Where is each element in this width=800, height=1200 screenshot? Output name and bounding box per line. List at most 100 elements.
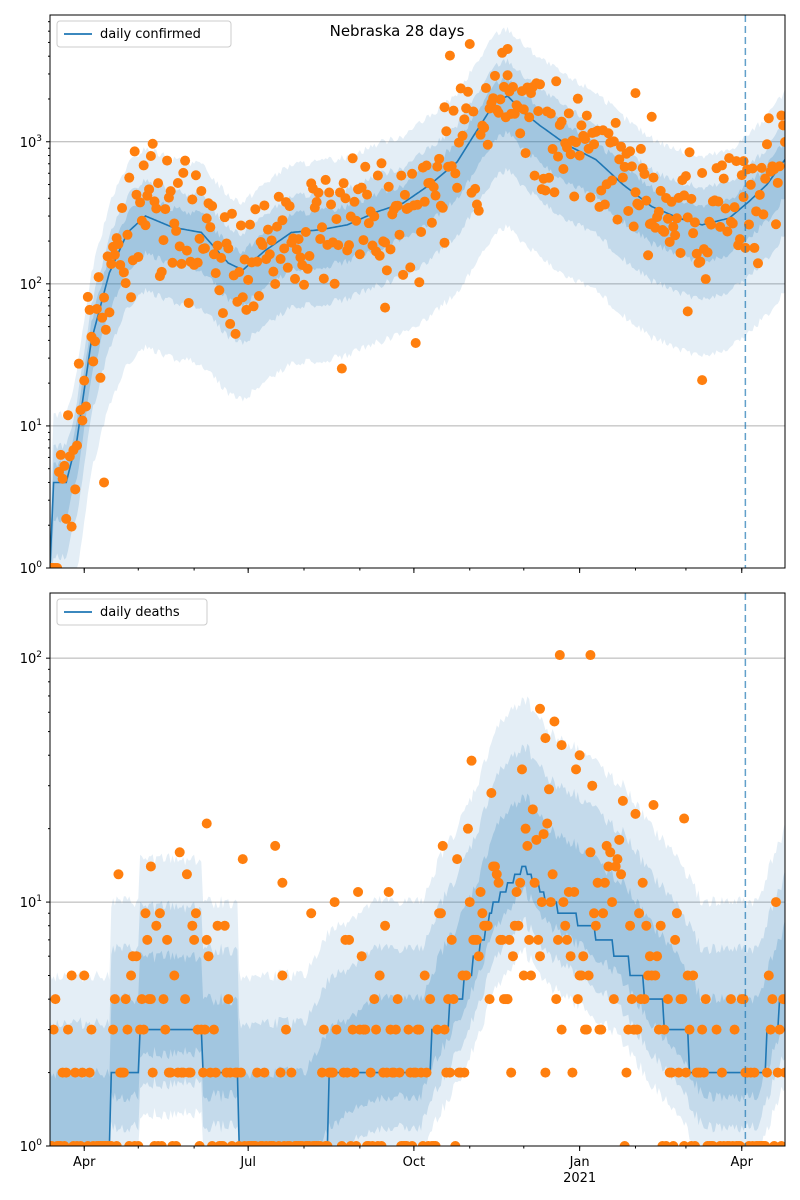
data-point (140, 908, 151, 919)
data-point (538, 829, 549, 840)
data-point (50, 1024, 59, 1035)
data-point (430, 190, 441, 201)
data-point (181, 245, 192, 256)
data-point (475, 886, 486, 897)
forecast-band (50, 76, 785, 568)
data-point (90, 336, 101, 347)
data-point (336, 1141, 347, 1146)
data-point (210, 268, 221, 279)
data-point (248, 301, 259, 312)
data-point (576, 970, 587, 981)
data-point (358, 235, 369, 246)
x-tick-label: Jan (569, 1155, 590, 1170)
data-point (99, 477, 110, 488)
data-point (722, 226, 733, 237)
data-point (668, 1141, 679, 1146)
data-point (626, 161, 637, 172)
data-point (535, 951, 545, 962)
data-point (250, 204, 261, 215)
data-point (630, 808, 641, 819)
data-point (171, 225, 182, 236)
data-point (578, 951, 589, 962)
data-point (432, 161, 443, 172)
data-point (77, 1067, 88, 1078)
data-point (628, 221, 639, 232)
data-point (763, 970, 774, 981)
data-point (118, 267, 129, 278)
data-point (145, 861, 156, 872)
data-point (79, 375, 90, 386)
data-point (612, 854, 623, 865)
data-point (662, 994, 673, 1005)
data-point (362, 189, 373, 200)
data-point (88, 356, 99, 367)
data-point (738, 156, 749, 167)
data-point (695, 256, 706, 267)
data-point (277, 877, 288, 888)
data-point (360, 1024, 371, 1035)
data-point (518, 970, 529, 981)
data-point (126, 292, 137, 303)
data-point (540, 1067, 551, 1078)
data-point (525, 970, 536, 981)
x-year-label: 2021 (563, 1171, 596, 1186)
legend: daily deaths (56, 598, 208, 626)
data-point (324, 187, 335, 198)
data-point (414, 277, 425, 288)
data-point (171, 1141, 182, 1146)
data-point (351, 215, 362, 226)
data-point (738, 192, 749, 203)
data-point (680, 1067, 691, 1078)
data-point (194, 1141, 205, 1146)
data-point (603, 128, 614, 139)
data-point (165, 1067, 176, 1078)
data-point (340, 193, 351, 204)
data-point (421, 1067, 432, 1078)
data-point (583, 970, 594, 981)
data-point (585, 192, 596, 203)
data-point (497, 934, 508, 945)
data-point (480, 83, 491, 94)
data-point (468, 106, 479, 117)
data-point (549, 187, 560, 198)
data-point (641, 195, 652, 206)
data-point (50, 994, 61, 1005)
data-point (154, 908, 165, 919)
data-point (679, 813, 690, 824)
data-point (706, 219, 717, 230)
data-point (439, 1024, 450, 1035)
data-point (425, 994, 436, 1005)
data-point (491, 869, 502, 880)
data-point (569, 886, 580, 897)
data-point (329, 897, 340, 908)
data-point (136, 994, 147, 1005)
data-point (439, 102, 450, 113)
data-point (97, 312, 108, 323)
data-point (682, 306, 693, 317)
data-point (504, 934, 515, 945)
data-point (120, 278, 131, 289)
data-point (81, 401, 92, 412)
data-point (489, 70, 500, 81)
data-point (574, 150, 585, 161)
data-point (560, 920, 571, 931)
data-point (599, 199, 610, 210)
data-point (374, 970, 385, 981)
forecast-band (50, 26, 785, 568)
data-point (407, 168, 418, 179)
data-point (270, 279, 281, 290)
data-point (61, 513, 72, 524)
data-point (333, 240, 344, 251)
data-point (55, 449, 66, 460)
data-point (621, 1067, 632, 1078)
data-point (576, 120, 587, 131)
data-point (697, 167, 708, 178)
data-point (630, 88, 641, 99)
data-point (599, 877, 610, 888)
data-point (153, 178, 164, 189)
data-point (700, 274, 711, 285)
data-point (648, 800, 659, 811)
data-point (234, 266, 245, 277)
data-point (315, 234, 326, 245)
data-point (369, 211, 380, 222)
